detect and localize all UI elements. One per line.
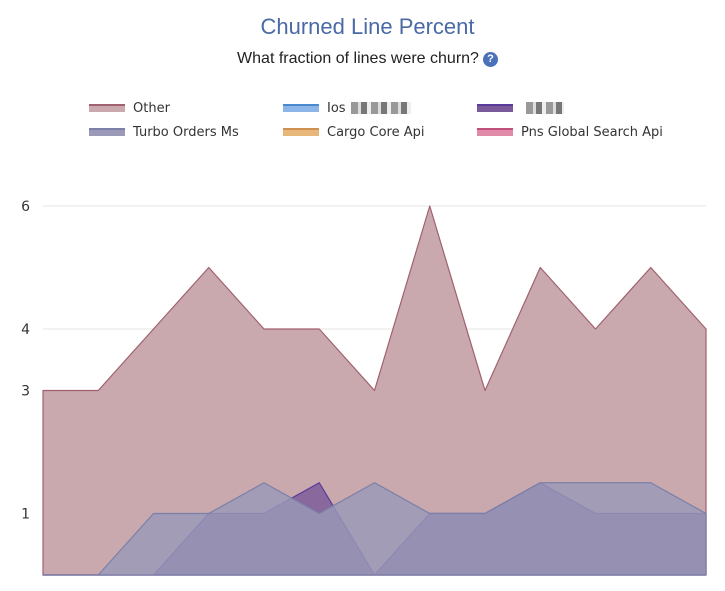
legend-swatch [89, 104, 125, 112]
y-tick-label: 1 [21, 507, 30, 523]
legend-label: Pns Global Search Api [521, 124, 663, 140]
legend-label: Cargo Core Api [327, 124, 425, 140]
y-tick-label: 6 [21, 199, 30, 215]
legend-swatch [477, 104, 513, 112]
legend-label: Ios [327, 100, 346, 116]
subtitle-text: What fraction of lines were churn? [237, 50, 479, 67]
legend-item-ios[interactable]: Ios [283, 99, 411, 117]
legend-item-other[interactable]: Other [89, 99, 170, 117]
legend-swatch [477, 128, 513, 136]
legend-item-cargo-core-api[interactable]: Cargo Core Api [283, 123, 424, 141]
redacted-text [526, 102, 564, 114]
chart-title: Churned Line Percent [260, 14, 475, 39]
y-tick-label: 4 [21, 322, 30, 338]
series-area-turbo-orders-ms[interactable] [42, 482, 707, 576]
chart-subtitle: What fraction of lines were churn?? [0, 50, 725, 68]
y-tick-label: 3 [21, 384, 30, 400]
series-areas [42, 205, 707, 576]
legend-swatch [283, 128, 319, 136]
question-circle-icon[interactable]: ? [482, 52, 498, 67]
legend-swatch [89, 128, 125, 136]
legend-item-turbo-orders-ms[interactable]: Turbo Orders Ms [89, 123, 239, 141]
legend-item-pns-global-search-api[interactable]: Pns Global Search Api [477, 123, 663, 141]
legend-label: Other [133, 100, 170, 116]
redacted-text [350, 102, 411, 114]
legend-swatch [283, 104, 319, 112]
legend-item-redacted[interactable] [477, 99, 564, 117]
legend-label: Turbo Orders Ms [133, 124, 239, 140]
y-axis-ticks: 1 3 4 6 [21, 199, 30, 523]
